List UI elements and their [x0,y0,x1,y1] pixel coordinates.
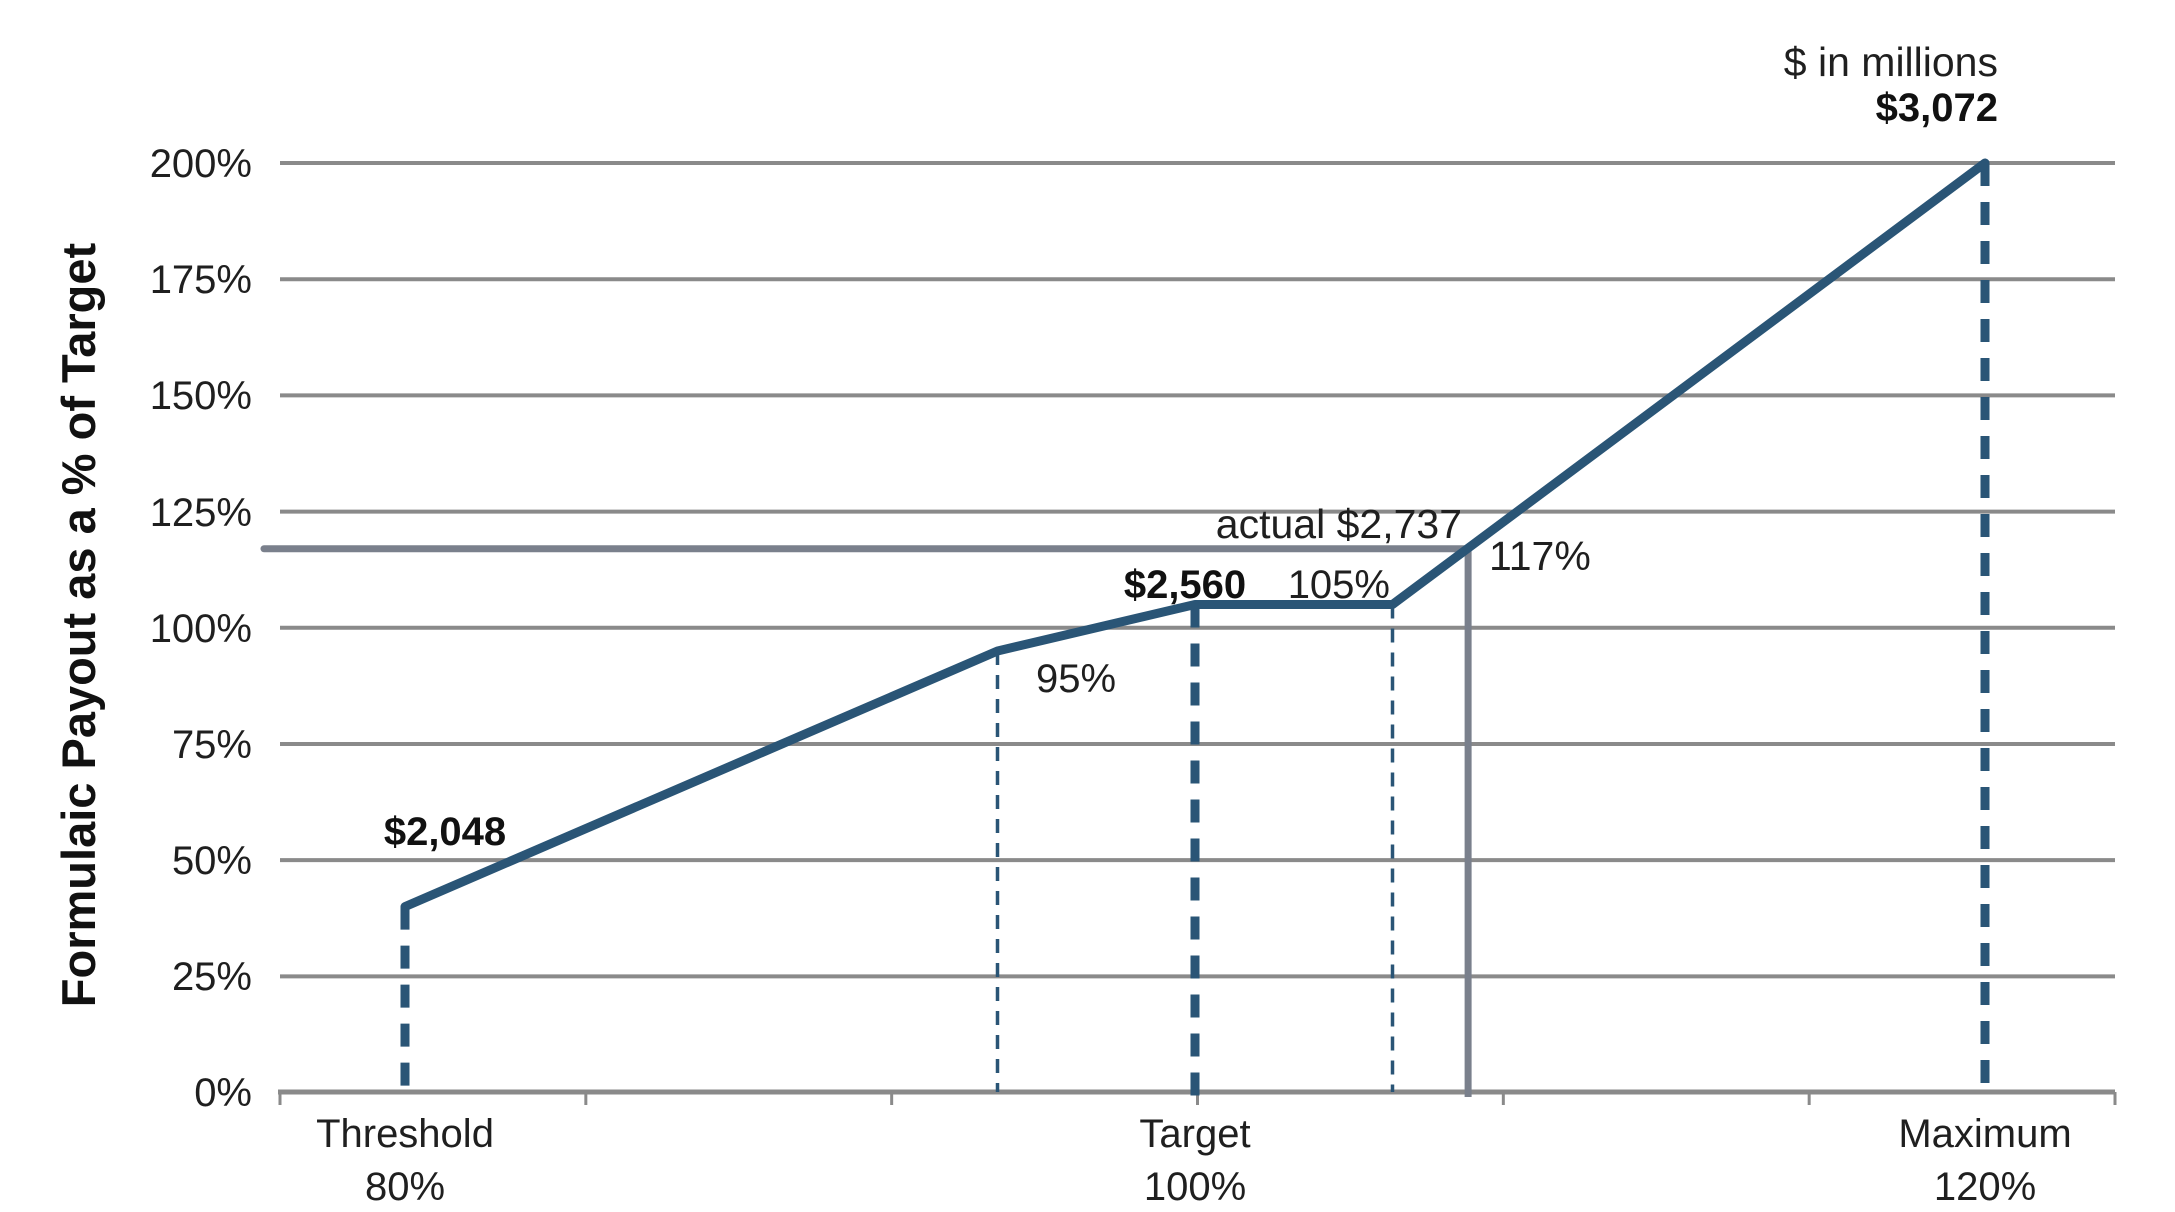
actual-dollars-label: actual $2,737 [1216,501,1462,547]
threshold-dollars-label: $2,048 [384,810,506,854]
y-tick-175: 175% [150,258,252,302]
x-category-labels: Threshold 80% Target 100% Maximum 120% [316,1112,2072,1209]
y-tick-150: 150% [150,374,252,418]
target-dollars-label: $2,560 [1124,563,1246,607]
x-label-maximum-pct: 120% [1934,1165,2036,1209]
x-label-threshold: Threshold [316,1112,494,1156]
units-note: $ in millions [1784,39,1998,85]
y-axis-title: Formulaic Payout as a % of Target [52,242,105,1007]
chart-geometry [260,158,2117,1105]
y-tick-25: 25% [172,955,252,999]
annotations: $ in millions $3,072 $2,048 $2,560 95% 1… [384,39,1998,854]
y-tick-200: 200% [150,142,252,186]
y-tick-100: 100% [150,607,252,651]
x-label-target-pct: 100% [1144,1165,1246,1209]
payout-curve-line [400,158,1990,912]
inflection-105-label: 105% [1288,563,1390,607]
maximum-dollars-label: $3,072 [1876,86,1998,130]
inflection-95-label: 95% [1036,657,1116,701]
x-label-threshold-pct: 80% [365,1165,445,1209]
x-label-target: Target [1139,1112,1250,1156]
y-tick-0: 0% [194,1071,252,1115]
x-label-maximum: Maximum [1898,1112,2071,1156]
y-tick-125: 125% [150,491,252,535]
actual-payout-label: 117% [1489,533,1591,579]
y-tick-labels: 0% 25% 50% 75% 100% 125% 150% 175% 200% [150,142,252,1115]
y-tick-75: 75% [172,723,252,767]
y-tick-50: 50% [172,839,252,883]
